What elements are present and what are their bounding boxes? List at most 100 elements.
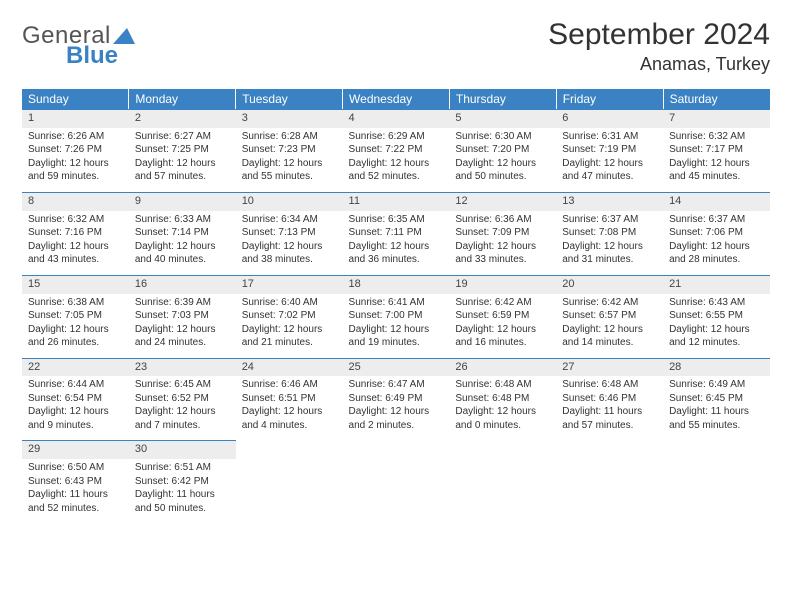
day-number: 7 <box>663 109 770 128</box>
sunset-line: Sunset: 7:23 PM <box>242 143 337 157</box>
sunrise-line: Sunrise: 6:43 AM <box>669 296 764 310</box>
weekday-header: Tuesday <box>236 89 343 109</box>
daylight-line: Daylight: 12 hours and 16 minutes. <box>455 323 550 350</box>
sunrise-line: Sunrise: 6:26 AM <box>28 130 123 144</box>
daylight-line: Daylight: 12 hours and 9 minutes. <box>28 405 123 432</box>
header: General Blue September 2024 Anamas, Turk… <box>22 18 770 75</box>
day-number: 1 <box>22 109 129 128</box>
calendar-day-cell: 27Sunrise: 6:48 AMSunset: 6:46 PMDayligh… <box>556 358 663 441</box>
day-body: Sunrise: 6:42 AMSunset: 6:59 PMDaylight:… <box>449 294 556 358</box>
sunset-line: Sunset: 7:22 PM <box>349 143 444 157</box>
sunset-line: Sunset: 6:52 PM <box>135 392 230 406</box>
day-body: Sunrise: 6:26 AMSunset: 7:26 PMDaylight:… <box>22 128 129 192</box>
day-number: 13 <box>556 192 663 211</box>
day-body: Sunrise: 6:44 AMSunset: 6:54 PMDaylight:… <box>22 376 129 440</box>
day-number: 29 <box>22 440 129 459</box>
day-body: Sunrise: 6:40 AMSunset: 7:02 PMDaylight:… <box>236 294 343 358</box>
day-number: 22 <box>22 358 129 377</box>
sunrise-line: Sunrise: 6:47 AM <box>349 378 444 392</box>
day-body: Sunrise: 6:51 AMSunset: 6:42 PMDaylight:… <box>129 459 236 523</box>
sunrise-line: Sunrise: 6:40 AM <box>242 296 337 310</box>
sunset-line: Sunset: 6:46 PM <box>562 392 657 406</box>
calendar-table: SundayMondayTuesdayWednesdayThursdayFrid… <box>22 89 770 523</box>
sunrise-line: Sunrise: 6:50 AM <box>28 461 123 475</box>
sunrise-line: Sunrise: 6:29 AM <box>349 130 444 144</box>
sunset-line: Sunset: 7:09 PM <box>455 226 550 240</box>
sunrise-line: Sunrise: 6:46 AM <box>242 378 337 392</box>
day-body: Sunrise: 6:36 AMSunset: 7:09 PMDaylight:… <box>449 211 556 275</box>
calendar-day-cell: 25Sunrise: 6:47 AMSunset: 6:49 PMDayligh… <box>343 358 450 441</box>
calendar-day-cell: 24Sunrise: 6:46 AMSunset: 6:51 PMDayligh… <box>236 358 343 441</box>
daylight-line: Daylight: 12 hours and 14 minutes. <box>562 323 657 350</box>
sunset-line: Sunset: 7:05 PM <box>28 309 123 323</box>
calendar-week-row: 8Sunrise: 6:32 AMSunset: 7:16 PMDaylight… <box>22 192 770 275</box>
daylight-line: Daylight: 12 hours and 7 minutes. <box>135 405 230 432</box>
sunset-line: Sunset: 7:17 PM <box>669 143 764 157</box>
day-body: Sunrise: 6:32 AMSunset: 7:16 PMDaylight:… <box>22 211 129 275</box>
calendar-day-cell: 14Sunrise: 6:37 AMSunset: 7:06 PMDayligh… <box>663 192 770 275</box>
day-number: 23 <box>129 358 236 377</box>
day-number: 28 <box>663 358 770 377</box>
day-body: Sunrise: 6:50 AMSunset: 6:43 PMDaylight:… <box>22 459 129 523</box>
daylight-line: Daylight: 12 hours and 55 minutes. <box>242 157 337 184</box>
sunset-line: Sunset: 7:26 PM <box>28 143 123 157</box>
daylight-line: Daylight: 12 hours and 28 minutes. <box>669 240 764 267</box>
day-number: 10 <box>236 192 343 211</box>
daylight-line: Daylight: 12 hours and 24 minutes. <box>135 323 230 350</box>
calendar-day-cell: 30Sunrise: 6:51 AMSunset: 6:42 PMDayligh… <box>129 440 236 523</box>
daylight-line: Daylight: 11 hours and 50 minutes. <box>135 488 230 515</box>
weekday-header: Friday <box>556 89 663 109</box>
calendar-day-cell: 1Sunrise: 6:26 AMSunset: 7:26 PMDaylight… <box>22 109 129 192</box>
day-body: Sunrise: 6:30 AMSunset: 7:20 PMDaylight:… <box>449 128 556 192</box>
day-number: 11 <box>343 192 450 211</box>
logo: General Blue <box>22 18 135 68</box>
daylight-line: Daylight: 12 hours and 50 minutes. <box>455 157 550 184</box>
daylight-line: Daylight: 12 hours and 0 minutes. <box>455 405 550 432</box>
day-number: 17 <box>236 275 343 294</box>
sunset-line: Sunset: 7:08 PM <box>562 226 657 240</box>
sunset-line: Sunset: 6:42 PM <box>135 475 230 489</box>
day-number: 6 <box>556 109 663 128</box>
weekday-header: Monday <box>129 89 236 109</box>
calendar-day-cell: 2Sunrise: 6:27 AMSunset: 7:25 PMDaylight… <box>129 109 236 192</box>
sunrise-line: Sunrise: 6:34 AM <box>242 213 337 227</box>
sunrise-line: Sunrise: 6:44 AM <box>28 378 123 392</box>
day-body: Sunrise: 6:42 AMSunset: 6:57 PMDaylight:… <box>556 294 663 358</box>
calendar-week-row: 15Sunrise: 6:38 AMSunset: 7:05 PMDayligh… <box>22 275 770 358</box>
calendar-week-row: 1Sunrise: 6:26 AMSunset: 7:26 PMDaylight… <box>22 109 770 192</box>
calendar-day-cell: 28Sunrise: 6:49 AMSunset: 6:45 PMDayligh… <box>663 358 770 441</box>
sunset-line: Sunset: 6:49 PM <box>349 392 444 406</box>
calendar-week-row: 29Sunrise: 6:50 AMSunset: 6:43 PMDayligh… <box>22 440 770 523</box>
calendar-day-cell: 4Sunrise: 6:29 AMSunset: 7:22 PMDaylight… <box>343 109 450 192</box>
sunset-line: Sunset: 7:11 PM <box>349 226 444 240</box>
day-number: 9 <box>129 192 236 211</box>
daylight-line: Daylight: 12 hours and 12 minutes. <box>669 323 764 350</box>
day-number: 26 <box>449 358 556 377</box>
sunset-line: Sunset: 6:55 PM <box>669 309 764 323</box>
day-body: Sunrise: 6:47 AMSunset: 6:49 PMDaylight:… <box>343 376 450 440</box>
day-number: 20 <box>556 275 663 294</box>
calendar-day-cell: 29Sunrise: 6:50 AMSunset: 6:43 PMDayligh… <box>22 440 129 523</box>
day-body: Sunrise: 6:38 AMSunset: 7:05 PMDaylight:… <box>22 294 129 358</box>
calendar-day-cell: 18Sunrise: 6:41 AMSunset: 7:00 PMDayligh… <box>343 275 450 358</box>
sunrise-line: Sunrise: 6:30 AM <box>455 130 550 144</box>
day-body: Sunrise: 6:29 AMSunset: 7:22 PMDaylight:… <box>343 128 450 192</box>
sunset-line: Sunset: 6:43 PM <box>28 475 123 489</box>
sunrise-line: Sunrise: 6:32 AM <box>669 130 764 144</box>
daylight-line: Daylight: 12 hours and 52 minutes. <box>349 157 444 184</box>
day-number: 16 <box>129 275 236 294</box>
day-body: Sunrise: 6:41 AMSunset: 7:00 PMDaylight:… <box>343 294 450 358</box>
day-number: 2 <box>129 109 236 128</box>
sunset-line: Sunset: 6:48 PM <box>455 392 550 406</box>
weekday-header-row: SundayMondayTuesdayWednesdayThursdayFrid… <box>22 89 770 109</box>
daylight-line: Daylight: 12 hours and 36 minutes. <box>349 240 444 267</box>
daylight-line: Daylight: 12 hours and 38 minutes. <box>242 240 337 267</box>
daylight-line: Daylight: 12 hours and 43 minutes. <box>28 240 123 267</box>
sunset-line: Sunset: 6:59 PM <box>455 309 550 323</box>
calendar-day-cell: 26Sunrise: 6:48 AMSunset: 6:48 PMDayligh… <box>449 358 556 441</box>
sunset-line: Sunset: 7:06 PM <box>669 226 764 240</box>
daylight-line: Daylight: 12 hours and 26 minutes. <box>28 323 123 350</box>
day-number: 24 <box>236 358 343 377</box>
day-body: Sunrise: 6:32 AMSunset: 7:17 PMDaylight:… <box>663 128 770 192</box>
daylight-line: Daylight: 12 hours and 57 minutes. <box>135 157 230 184</box>
